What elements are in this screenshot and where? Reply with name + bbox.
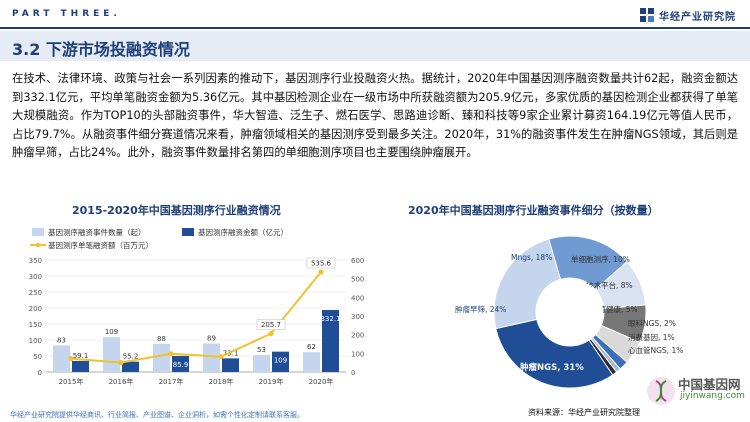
site-name-en: jiyinwang.com — [680, 391, 745, 401]
bar-chart-legend: 基因测序融资事件数量（起） 基因测序融资金额（亿元） 基因测序单笔融资额（百万元） — [30, 227, 288, 250]
bar-amount — [172, 355, 189, 372]
x-tick-label: 2020年 — [309, 377, 334, 386]
donut-slice-label: 肿瘤NGS, 31% — [519, 362, 584, 373]
y-left-tick-label: 200 — [29, 305, 42, 313]
dna-icon — [647, 377, 675, 405]
donut-slice-label: 消费基因, 1% — [628, 332, 675, 342]
header-divider — [0, 27, 750, 29]
legend-label-average: 基因测序单笔融资额（百万元） — [48, 240, 153, 250]
bar-count-label: 89 — [207, 335, 216, 343]
donut-slice — [495, 318, 614, 389]
brand-logo: 华经产业研究院 — [639, 6, 736, 24]
section-banner: 3.2 下游市场投融资情况 — [0, 31, 750, 61]
legend-swatch-amount — [182, 228, 194, 236]
line-point — [68, 356, 74, 362]
bar-amount-label: 109 — [274, 357, 287, 365]
line-label-box — [306, 257, 336, 269]
line-label-box — [256, 319, 286, 330]
legend-label-amount: 基因测序融资金额（亿元） — [198, 227, 288, 237]
donut-slice-label: 肿瘤早筛, 24% — [455, 304, 506, 314]
footer-note: 华经产业研究院提供华经商讯、行业简报、产业图谱、企业洞析，如需个性化定制请联系客… — [10, 411, 304, 419]
y-left-tick-label: 50 — [33, 353, 42, 361]
site-watermark: 中国基因网 jiyinwang.com — [644, 372, 745, 412]
site-name-cn: 中国基因网 — [678, 377, 741, 392]
y-left-tick-label: 150 — [29, 321, 42, 329]
donut-slice-label: Mngs, 18% — [511, 253, 552, 262]
y-right-tick-label: 500 — [351, 276, 364, 284]
donut-slice-label: 生殖健康, 5% — [591, 304, 638, 314]
bar-chart-title: 2015-2020年中国基因测序行业融资情况 — [72, 204, 281, 217]
donut-slice — [588, 338, 618, 376]
line-label: 205.7 — [261, 321, 281, 329]
line-point — [168, 351, 174, 357]
donut-slice-label: 眼科NGS, 2% — [628, 318, 676, 328]
donut-slice — [493, 238, 562, 330]
bar-count — [203, 343, 220, 372]
line-point — [118, 359, 124, 366]
bar-amount-label: 332.1 — [320, 315, 340, 323]
brand-name: 华经产业研究院 — [659, 11, 736, 23]
y-right-tick-label: 100 — [351, 350, 364, 358]
bar-amount — [222, 358, 239, 372]
y-left-tick-label: 300 — [29, 273, 42, 281]
y-left-tick-label: 0 — [38, 369, 42, 377]
financing-bar-chart: 基因测序融资事件数量（起） 基因测序融资金额（亿元） 基因测序单笔融资额（百万元） 0… — [29, 227, 365, 386]
line-label: 535.6 — [311, 260, 332, 268]
top-bar: PART THREE. 华经产业研究院 — [0, 0, 750, 30]
bar-count — [253, 355, 270, 372]
y-right-tick-label: 0 — [351, 369, 355, 377]
bar-amount — [72, 360, 89, 372]
bar-count-label: 109 — [105, 328, 118, 336]
x-tick-label: 2018年 — [209, 377, 234, 386]
bar-count-label: 53 — [257, 346, 266, 354]
bar-amount-label: 59.1 — [73, 352, 89, 360]
bar-count — [53, 345, 70, 372]
brand-logo-icon — [640, 8, 654, 22]
y-right-tick-label: 200 — [351, 332, 364, 340]
bar-count — [303, 352, 320, 372]
segment-donut-chart: 肿瘤NGS, 31% 肿瘤早筛, 24% Mngs, 18% 单细胞测序, 10% 技术… — [455, 235, 683, 389]
bar-count-label: 88 — [157, 335, 166, 343]
body-paragraph: 在技术、法律环境、政策与社会一系列因素的推动下，基因测序行业投融资火热。据统计，… — [12, 72, 738, 160]
y-left-tick-label: 250 — [29, 289, 42, 297]
donut-slice-label: 技术平台, 8% — [586, 280, 633, 290]
legend-swatch-count — [32, 228, 44, 236]
pie-chart-title: 2020年中国基因测序行业融资事件细分（按数量） — [408, 204, 659, 217]
y-right-tick-label: 400 — [351, 294, 364, 302]
y-left-tick-label: 350 — [29, 257, 42, 265]
bar-amount-label: 85.9 — [173, 361, 189, 369]
donut-slice-label: 心血管NGS, 1% — [628, 345, 683, 355]
x-tick-label: 2016年 — [109, 377, 134, 386]
donut-slice-label: 单细胞测序, 10% — [571, 254, 630, 264]
bar-amount — [122, 361, 139, 372]
line-point — [318, 269, 324, 275]
source-note: 资料来源：华经产业研究院整理 — [528, 408, 640, 417]
line-point — [268, 331, 274, 337]
donut-hole — [537, 279, 603, 345]
bar-amount-label: 55.2 — [123, 353, 139, 361]
bar-amount — [322, 310, 339, 372]
legend-label-count: 基因测序融资事件数量（起） — [48, 227, 146, 237]
bar-count-label: 62 — [307, 343, 316, 351]
bar-count-label: 83 — [57, 336, 66, 344]
x-tick-label: 2017年 — [159, 377, 184, 386]
y-left-tick-label: 100 — [29, 337, 42, 345]
legend-marker-average — [35, 242, 41, 248]
y-right-tick-label: 600 — [351, 257, 364, 265]
x-tick-label: 2019年 — [259, 377, 284, 386]
bar-amount — [272, 351, 289, 372]
part-label: PART THREE. — [12, 9, 121, 19]
x-tick-label: 2015年 — [59, 377, 84, 386]
y-right-tick-label: 300 — [351, 313, 364, 321]
line-point — [218, 354, 224, 360]
bar-count — [103, 337, 120, 372]
bar-count — [153, 343, 170, 372]
section-title: 3.2 下游市场投融资情况 — [12, 40, 190, 59]
